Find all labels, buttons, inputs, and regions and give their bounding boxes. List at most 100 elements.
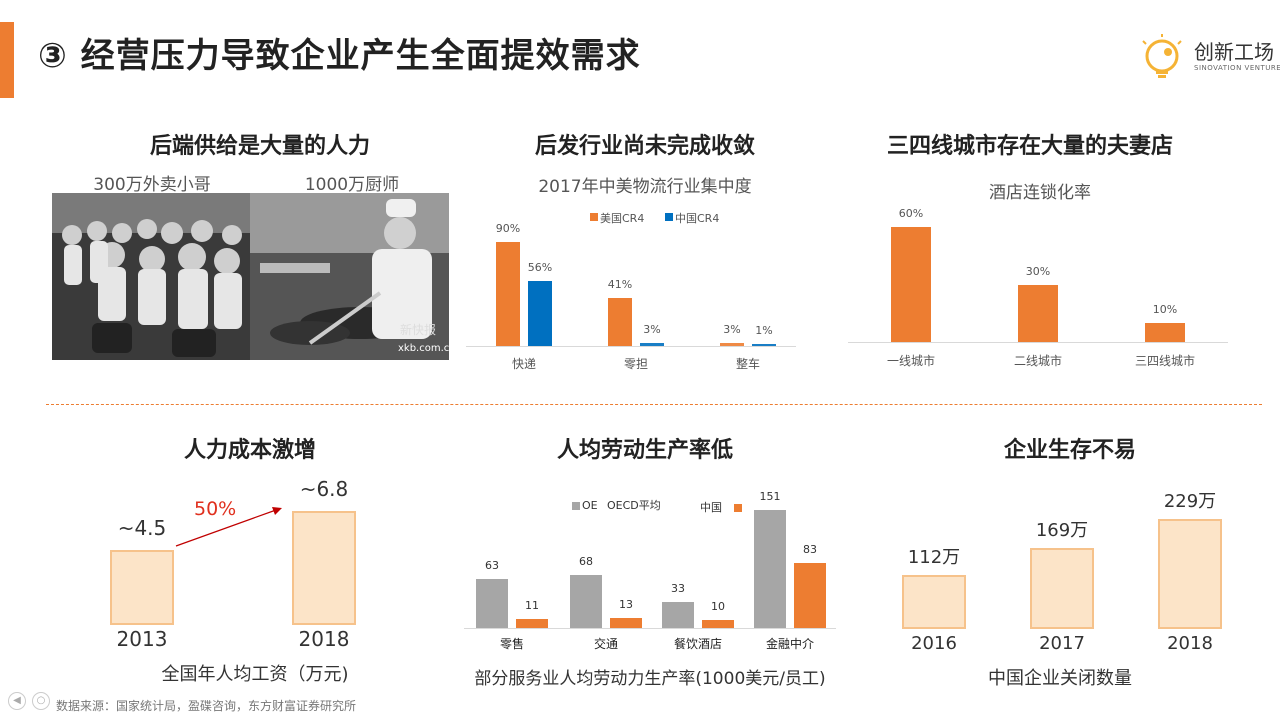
legend-china-label: 中国 (700, 501, 722, 514)
logistics-bar-label: 90% (495, 221, 521, 235)
hotel-bar (891, 227, 931, 342)
hotel-category-label: 一线城市 (886, 354, 935, 368)
legend-cn-label: 中国CR4 (675, 212, 720, 225)
wage-value-label: ~4.5 (117, 515, 167, 540)
panel6-title: 企业生存不易 (1003, 438, 1136, 463)
productivity-bar-label: 63 (485, 558, 499, 572)
logistics-category-label: 零担 (623, 357, 648, 371)
logistics-bar (752, 344, 776, 346)
logistics-bar-label: 3% (643, 322, 661, 336)
logistics-bar-label: 41% (607, 278, 633, 292)
logo-subtitle: SINOVATION VENTURES (1194, 64, 1280, 72)
photo-watermark-url: xkb.com.cn (398, 343, 449, 354)
wage-bar (110, 549, 174, 625)
productivity-bar-label: 151 (759, 490, 781, 503)
logistics-bar-label: 1% (755, 324, 773, 337)
closures-bar (902, 575, 966, 629)
closures-value-label: 169万 (1035, 519, 1089, 541)
productivity-bar (662, 602, 694, 628)
legend-china-swatch (734, 504, 742, 512)
logistics-bar (720, 342, 744, 346)
panel5-caption: 部分服务业人均劳动力生产率(1000美元/员工) (474, 669, 826, 689)
productivity-category-label: 零售 (499, 637, 524, 651)
productivity-bar-label: 11 (525, 599, 539, 613)
legend-oecd-swatch (572, 502, 580, 510)
logistics-bar (608, 298, 632, 346)
legend-cn-swatch (665, 213, 673, 221)
wage-year-label: 2018 (298, 627, 350, 651)
logistics-bar-label: 3% (723, 322, 741, 336)
panel2-subtitle: 2017年中美物流行业集中度 (538, 177, 752, 197)
panel3-title: 三四线城市存在大量的夫妻店 (886, 134, 1173, 159)
photo-caption-left: 300万外卖小哥 (93, 175, 211, 195)
hotel-bar-label: 30% (1025, 264, 1051, 278)
productivity-category-label: 金融中介 (765, 637, 814, 651)
section-divider (46, 404, 1262, 405)
logistics-bar (640, 342, 664, 346)
legend-us-label: 美国CR4 (600, 212, 645, 225)
legend-us-swatch (590, 213, 598, 221)
panel4-title: 人力成本激增 (183, 438, 316, 463)
legend-oecd-label: OECD平均 (607, 499, 661, 512)
logistics-bar (528, 281, 552, 346)
page-title: ③ 经营压力导致企业产生全面提效需求 (38, 36, 641, 76)
productivity-bar (516, 619, 548, 628)
closures-bar (1158, 519, 1222, 629)
productivity-bar-label: 83 (803, 543, 817, 557)
hotel-category-label: 二线城市 (1013, 354, 1062, 368)
closures-bar (1030, 547, 1094, 629)
hotel-bar-label: 60% (898, 207, 924, 220)
productivity-bar (702, 620, 734, 628)
growth-label: 50% (194, 498, 237, 520)
delivery-riders-image (52, 193, 250, 360)
panel3-subtitle: 酒店连锁化率 (989, 183, 1091, 203)
productivity-bar-label: 13 (619, 597, 633, 611)
accent-bar (0, 22, 14, 98)
closures-year-label: 2018 (1167, 633, 1213, 654)
delivery-riders-photo (52, 193, 250, 360)
productivity-bar (754, 510, 786, 628)
lightbulb-logo-icon (1142, 34, 1182, 78)
hotel-chart-axis (848, 342, 1228, 343)
panel1-title: 后端供给是大量的人力 (149, 134, 370, 159)
wage-value-label: ~6.8 (299, 477, 349, 501)
logistics-chart-axis (466, 346, 796, 347)
growth-arrow-icon (175, 507, 282, 547)
prev-slide-button[interactable]: ◀ (8, 692, 26, 710)
productivity-bar-label: 33 (671, 582, 685, 596)
chef-photo: 新快报 xkb.com.cn (250, 193, 449, 360)
hotel-bar (1145, 322, 1185, 342)
panel4-caption: 全国年人均工资（万元) (161, 664, 349, 685)
logo-name: 创新工场 (1194, 40, 1274, 64)
closures-year-label: 2017 (1039, 633, 1085, 654)
closures-value-label: 112万 (907, 547, 961, 569)
productivity-bar (570, 574, 602, 628)
closures-value-label: 229万 (1163, 491, 1217, 512)
productivity-category-label: 交通 (593, 637, 618, 651)
panel5-title: 人均劳动生产率低 (556, 438, 733, 463)
productivity-bar-label: 68 (579, 554, 593, 568)
productivity-bar-label: 10 (711, 600, 725, 614)
closures-year-label: 2016 (911, 633, 957, 654)
hotel-bar-label: 10% (1152, 302, 1178, 316)
chef-image (250, 193, 449, 360)
logistics-bar (496, 241, 520, 346)
panel6-caption: 中国企业关闭数量 (988, 668, 1132, 689)
logistics-category-label: 快递 (511, 357, 536, 371)
productivity-chart-axis (464, 628, 836, 629)
slide-menu-button[interactable]: ○ (32, 692, 50, 710)
photo-caption-right: 1000万厨师 (304, 175, 400, 195)
productivity-bar (476, 578, 508, 628)
logistics-bar-label: 56% (527, 261, 553, 275)
productivity-category-label: 餐饮酒店 (673, 637, 722, 651)
productivity-bar (610, 617, 642, 628)
hotel-category-label: 三四线城市 (1134, 354, 1195, 368)
panel2-title: 后发行业尚未完成收敛 (534, 134, 755, 159)
photo-watermark: 新快报 (400, 323, 437, 337)
productivity-bar (794, 563, 826, 628)
data-source-note: 数据来源：国家统计局，盈碟咨询，东方财富证券研究所 (56, 699, 357, 713)
hotel-bar (1018, 284, 1058, 342)
logistics-category-label: 整车 (735, 357, 760, 371)
wage-year-label: 2013 (116, 627, 168, 651)
wage-bar (292, 511, 356, 625)
